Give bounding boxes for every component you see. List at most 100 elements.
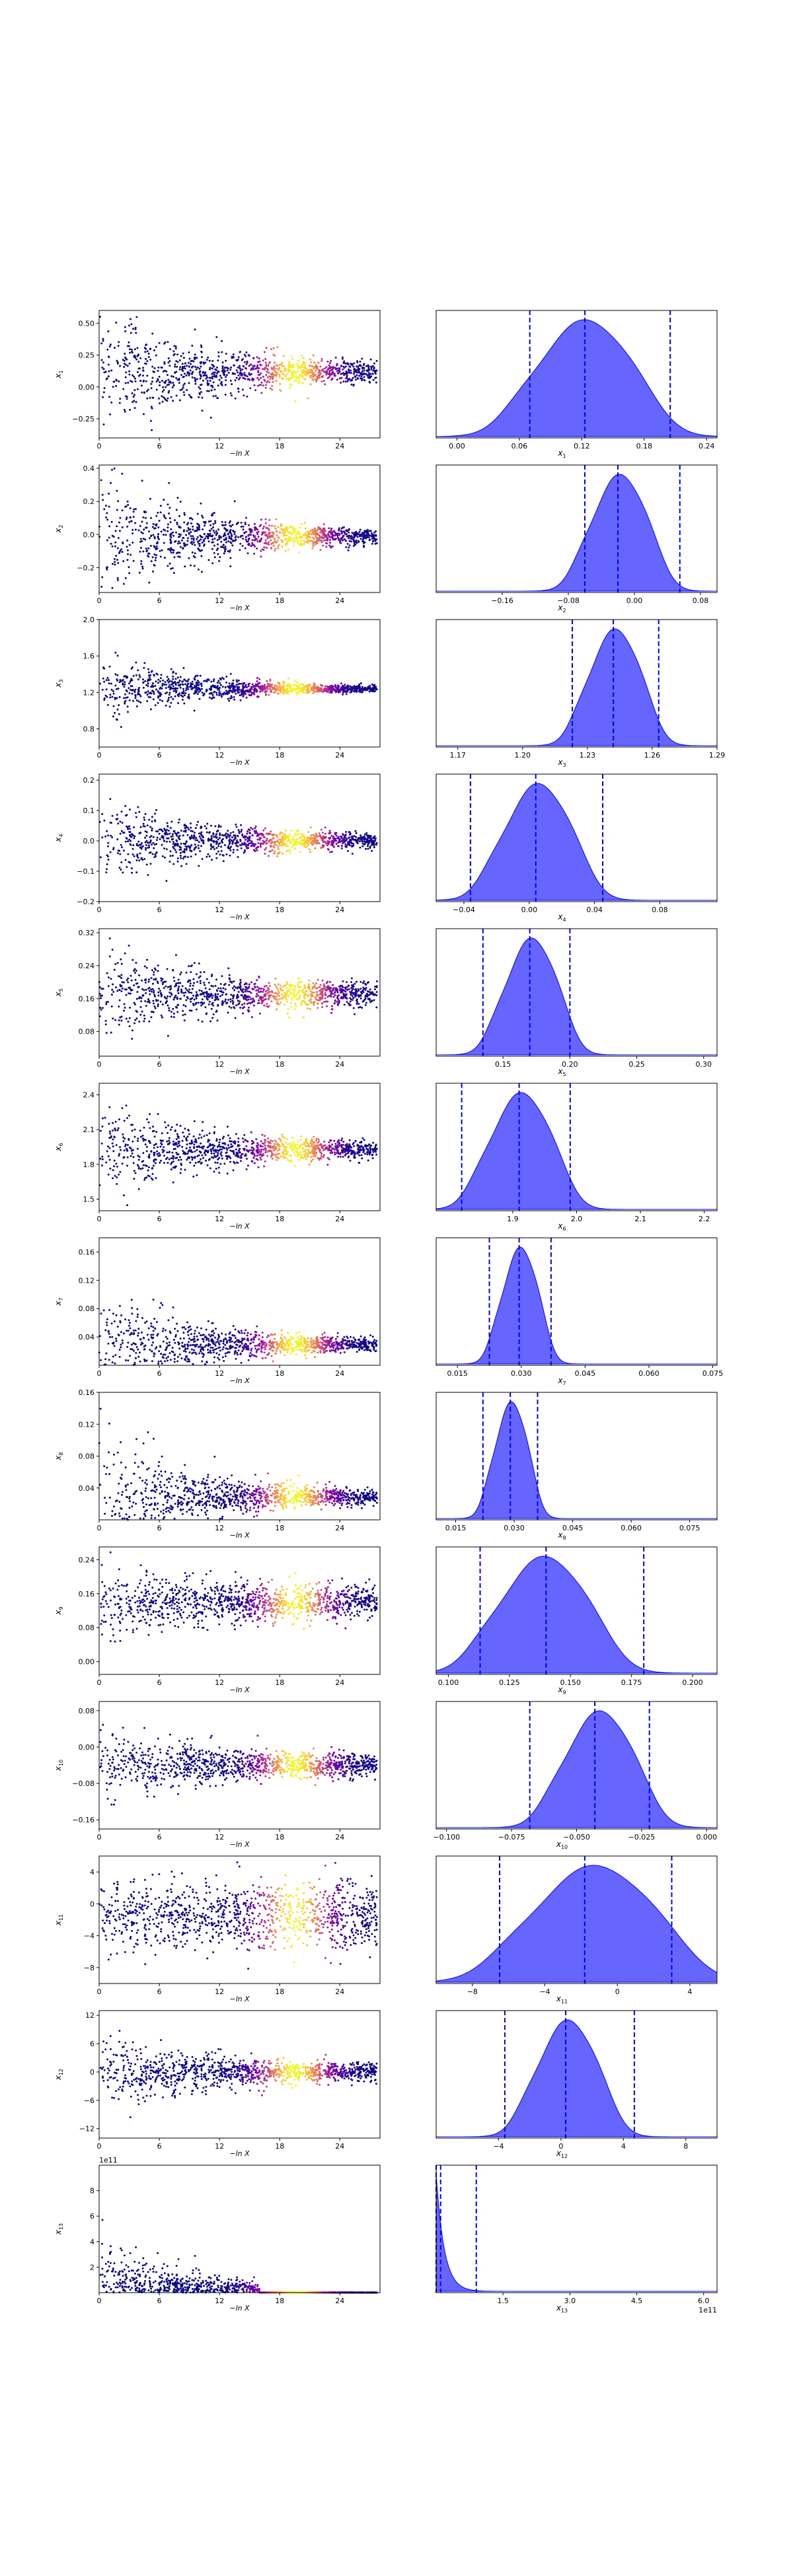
- scatter-point: [228, 836, 231, 838]
- scatter-point: [323, 527, 326, 530]
- scatter-point: [169, 562, 171, 565]
- scatter-point: [345, 693, 348, 696]
- scatter-point: [305, 368, 308, 371]
- scatter-point: [252, 368, 254, 371]
- x-tick-label: 0.08: [693, 596, 709, 605]
- scatter-point: [157, 830, 159, 833]
- scatter-point: [258, 540, 261, 543]
- scatter-point: [119, 550, 122, 552]
- scatter-point: [105, 688, 108, 691]
- scatter-point: [309, 358, 311, 361]
- scatter-point: [212, 371, 215, 374]
- scatter-point: [217, 359, 219, 362]
- scatter-point: [275, 380, 278, 382]
- scatter-point: [268, 850, 271, 853]
- scatter-point: [172, 675, 174, 678]
- scatter-point: [315, 832, 317, 835]
- scatter-point: [267, 365, 270, 367]
- scatter-point: [354, 1013, 356, 1015]
- scatter-point: [153, 847, 155, 849]
- scatter-point: [263, 546, 266, 548]
- scatter-point: [324, 534, 327, 537]
- scatter-point: [112, 536, 115, 538]
- scatter-point: [271, 385, 274, 387]
- scatter-point: [142, 367, 144, 369]
- scatter-point: [307, 539, 309, 541]
- scatter-point: [165, 380, 167, 382]
- scatter-point: [289, 851, 291, 854]
- scatter-point: [154, 684, 157, 687]
- scatter-point: [182, 690, 185, 692]
- scatter-point: [288, 378, 291, 380]
- scatter-point: [222, 544, 225, 546]
- scatter-point: [301, 371, 303, 374]
- scatter-point: [126, 398, 128, 400]
- scatter-point: [257, 384, 260, 387]
- scatter-point: [116, 674, 119, 676]
- scatter-point: [222, 535, 225, 538]
- scatter-point: [293, 537, 296, 540]
- x-tick-label: 0.12: [574, 442, 590, 450]
- scatter-point: [116, 708, 119, 711]
- scatter-point: [116, 547, 119, 550]
- scatter-point: [108, 525, 111, 528]
- scatter-point: [166, 676, 169, 678]
- scatter-point: [353, 362, 356, 365]
- scatter-point: [258, 357, 260, 360]
- scatter-point: [233, 989, 236, 991]
- scatter-point: [198, 367, 201, 370]
- scatter-point: [118, 402, 121, 404]
- scatter-point: [277, 526, 280, 528]
- scatter-point: [241, 1003, 243, 1006]
- scatter-point: [196, 357, 198, 359]
- scatter-point: [184, 1005, 187, 1007]
- scatter-point: [198, 550, 201, 552]
- scatter-point: [266, 376, 269, 378]
- scatter-point: [135, 332, 137, 334]
- scatter-point: [130, 843, 132, 846]
- scatter-point: [231, 524, 234, 526]
- scatter-point: [159, 381, 161, 384]
- scatter-point: [354, 544, 357, 546]
- scatter-point: [145, 358, 147, 360]
- scatter-point: [281, 361, 283, 364]
- scatter-point: [274, 538, 276, 540]
- scatter-point: [135, 871, 138, 874]
- x-tick-label: 24: [335, 751, 344, 760]
- scatter-point: [235, 369, 238, 372]
- scatter-point: [178, 985, 180, 988]
- scatter-point: [352, 376, 354, 379]
- scatter-point: [172, 833, 174, 836]
- scatter-point: [132, 559, 135, 562]
- scatter-point: [155, 688, 157, 691]
- scatter-point: [330, 532, 332, 534]
- scatter-point: [163, 683, 166, 686]
- scatter-point: [166, 837, 169, 840]
- scatter-point: [342, 380, 345, 383]
- scatter-point: [298, 377, 301, 380]
- scatter-point: [104, 694, 107, 697]
- scatter-point: [299, 851, 301, 853]
- scatter-point: [343, 989, 346, 992]
- scatter-point: [182, 991, 185, 994]
- scatter-point: [142, 369, 145, 372]
- scatter-point: [277, 848, 280, 850]
- scatter-point: [143, 818, 146, 821]
- scatter-point: [305, 685, 307, 688]
- scatter-point: [335, 368, 337, 371]
- scatter-point: [246, 830, 248, 833]
- scatter-point: [126, 979, 128, 982]
- scatter-point: [358, 375, 361, 377]
- scatter-point: [141, 532, 144, 534]
- scatter-point: [306, 373, 309, 375]
- scatter-point: [328, 369, 331, 372]
- scatter-point: [278, 682, 281, 685]
- scatter-point: [295, 379, 298, 382]
- scatter-point: [171, 855, 174, 857]
- scatter-point: [179, 684, 182, 686]
- scatter-point: [315, 987, 317, 989]
- scatter-point: [188, 365, 190, 368]
- scatter-point: [228, 843, 231, 845]
- scatter-point: [268, 840, 270, 842]
- scatter-point: [180, 842, 182, 845]
